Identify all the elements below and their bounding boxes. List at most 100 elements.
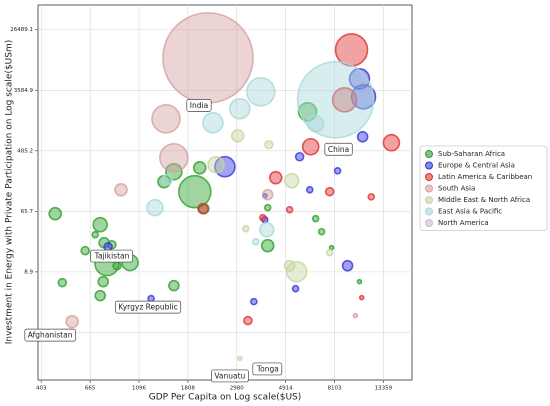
bubble (146, 198, 164, 217)
legend-swatch (425, 150, 433, 158)
bubble (285, 260, 308, 283)
x-tick-label: 403 (36, 386, 47, 392)
bubble (229, 97, 251, 120)
bubble (261, 188, 274, 201)
legend-label: South Asia (438, 185, 475, 193)
bubble (348, 68, 371, 90)
legend-label: Europe & Central Asia (438, 162, 515, 170)
bubble (57, 277, 68, 288)
y-tick-label: 65.7 (21, 209, 34, 215)
y-tick-label: 3584.9 (14, 88, 34, 94)
bubble (114, 182, 128, 197)
bubble (311, 214, 320, 223)
bubble (202, 111, 224, 134)
annotation-box (90, 249, 133, 263)
bubble (168, 279, 180, 292)
bubble (242, 224, 250, 233)
annotation-label: Vanuatu (214, 371, 245, 380)
bubble (367, 193, 376, 201)
bubble (94, 289, 107, 302)
legend-box (419, 145, 548, 231)
bubble (112, 260, 122, 271)
bubble (258, 221, 275, 238)
bubble (268, 170, 283, 185)
bubble (245, 77, 276, 107)
legend-swatch (425, 161, 433, 170)
annotation: Kyrgyz Republic (115, 300, 182, 314)
legend-swatch (425, 219, 433, 227)
legend-swatch (425, 207, 433, 216)
bubble (80, 245, 90, 256)
legend-label: Middle East & North Africa (438, 196, 530, 204)
bubble (161, 173, 173, 186)
x-tick-label: 1096 (132, 386, 146, 392)
bubble (341, 259, 354, 272)
bubble (324, 186, 335, 197)
bubble (230, 128, 245, 143)
bubble (305, 185, 314, 194)
annotation-box (252, 362, 283, 376)
bubble (250, 297, 258, 306)
annotation-box (24, 328, 77, 342)
legend-label: Sub-Saharan Africa (438, 150, 505, 158)
bubble (291, 284, 300, 293)
bubble (301, 137, 320, 156)
bubble (382, 133, 401, 152)
x-axis-label: GDP Per Capita on Log scale($US) (149, 393, 302, 403)
bubble (147, 294, 155, 303)
bubble (358, 294, 365, 301)
bubble (192, 160, 207, 175)
bubble (65, 314, 79, 329)
bubble (325, 248, 334, 257)
legend-swatch (425, 196, 433, 204)
bubble (151, 103, 181, 134)
bubble (294, 151, 305, 162)
y-axis-label: Investment in Energy with Private Partic… (5, 40, 15, 345)
bubble (251, 237, 260, 246)
annotation-label: China (328, 145, 349, 154)
annotation: China (324, 142, 353, 156)
bubble (48, 206, 62, 221)
grid (38, 5, 412, 380)
bubble (260, 238, 275, 253)
annotation-label: Kyrgyz Republic (118, 303, 177, 312)
plot-frame (37, 4, 413, 381)
legend: Sub-Saharan Africa Europe & Central Asia L… (419, 145, 548, 231)
annotation: India (186, 99, 212, 112)
bubble (243, 315, 253, 326)
bubble (237, 355, 243, 362)
bubble (159, 142, 189, 173)
annotation-label: Tonga (256, 364, 279, 373)
x-tick-label: 8103 (328, 386, 342, 392)
bubble (285, 205, 294, 214)
y-tick-label: 26489.1 (10, 27, 33, 33)
bubble (283, 259, 296, 272)
bubble (334, 33, 369, 67)
annotation-label: Afghanistan (28, 331, 73, 340)
annotation-box (324, 142, 353, 156)
bubble (283, 172, 300, 189)
annotation: Afghanistan (24, 328, 77, 342)
bubble (91, 230, 99, 239)
annotation: Vanuatu (211, 369, 249, 383)
x-tick-label: 1808 (181, 386, 195, 392)
y-tick-label: 8.9 (24, 269, 33, 275)
annotation-label: India (190, 101, 208, 110)
legend-label: East Asia & Pacific (438, 208, 502, 216)
bubble (317, 227, 326, 236)
bubble (352, 312, 359, 319)
bubble (350, 84, 377, 110)
bubble (333, 166, 342, 175)
bubble (356, 278, 363, 285)
x-tick-label: 2980 (230, 386, 244, 392)
bubble (97, 275, 110, 288)
bubble (264, 139, 274, 150)
annotation-box (211, 369, 249, 383)
bubble (207, 155, 225, 174)
legend-swatch (425, 173, 433, 181)
legend-label: North America (438, 219, 489, 227)
y-tick-label: 485.2 (17, 148, 33, 154)
bubble (331, 86, 358, 113)
x-tick-label: 665 (85, 386, 96, 392)
